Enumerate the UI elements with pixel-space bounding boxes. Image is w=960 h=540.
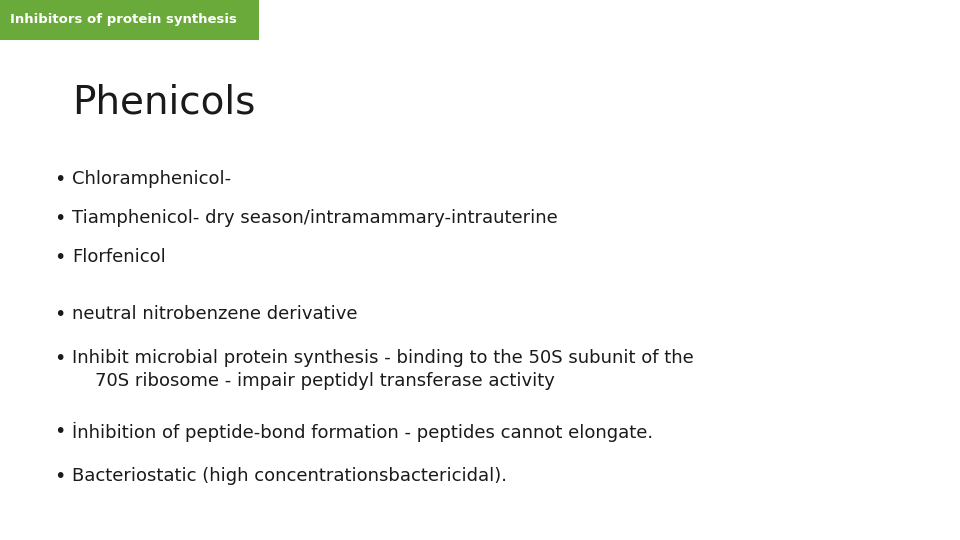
Text: Florfenicol: Florfenicol xyxy=(72,248,166,266)
Text: neutral nitrobenzene derivative: neutral nitrobenzene derivative xyxy=(72,305,357,323)
FancyBboxPatch shape xyxy=(0,0,259,40)
Text: •: • xyxy=(54,170,65,189)
Text: Bacteriostatic (high concentrationsbactericidal).: Bacteriostatic (high concentrationsbacte… xyxy=(72,467,507,484)
Text: •: • xyxy=(54,305,65,324)
Text: •: • xyxy=(54,248,65,267)
Text: Tiamphenicol- dry season/intramammary-intrauterine: Tiamphenicol- dry season/intramammary-in… xyxy=(72,209,558,227)
Text: Phenicols: Phenicols xyxy=(72,84,255,122)
Text: Inhibitors of protein synthesis: Inhibitors of protein synthesis xyxy=(10,14,236,26)
Text: •: • xyxy=(54,467,65,485)
Text: •: • xyxy=(54,349,65,368)
Text: Inhibit microbial protein synthesis - binding to the 50S subunit of the
    70S : Inhibit microbial protein synthesis - bi… xyxy=(72,349,694,390)
Text: Chloramphenicol-: Chloramphenicol- xyxy=(72,170,231,188)
Text: İnhibition of peptide-bond formation - peptides cannot elongate.: İnhibition of peptide-bond formation - p… xyxy=(72,422,653,442)
Text: •: • xyxy=(54,209,65,228)
Text: •: • xyxy=(54,422,65,441)
